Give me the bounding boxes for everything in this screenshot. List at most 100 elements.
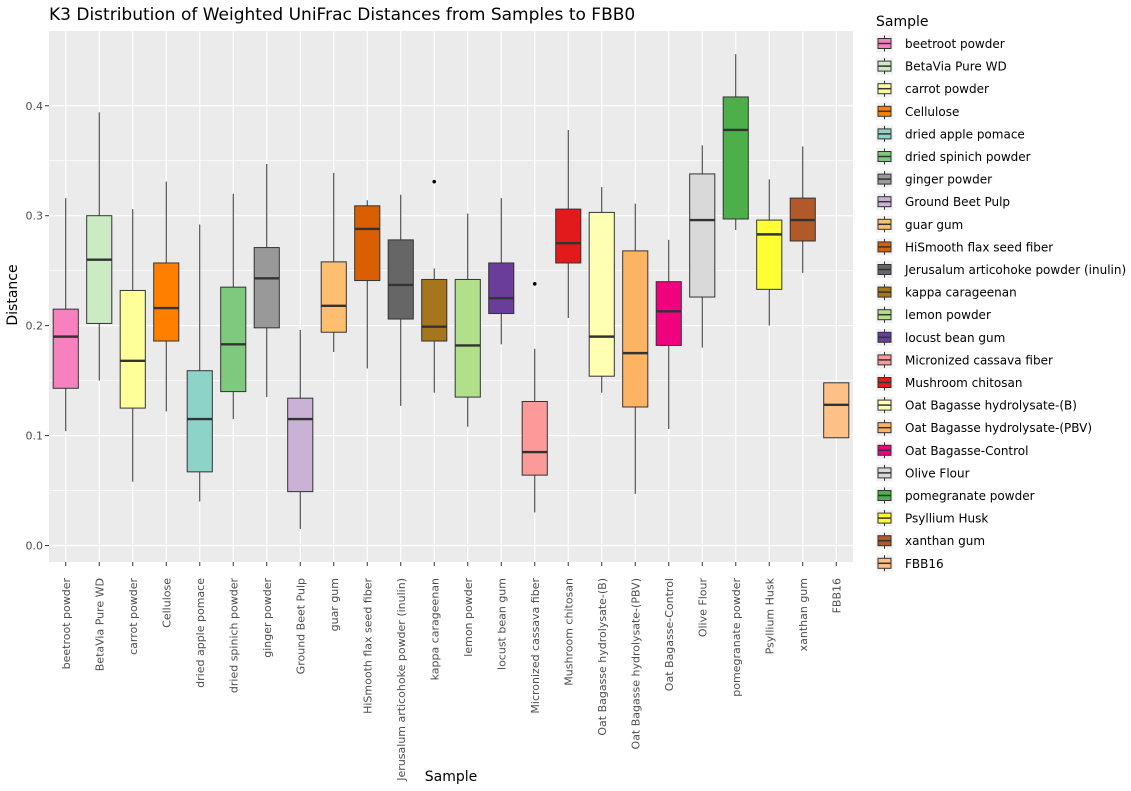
x-tick-label: HiSmooth flax seed fiber	[361, 578, 374, 714]
box-11	[421, 179, 448, 393]
box-body	[387, 239, 414, 320]
legend-label: kappa carageenan	[905, 286, 1017, 300]
x-tick-label: Oat Bagasse hydrolysate-(PBV)	[629, 578, 642, 749]
box-body	[220, 286, 247, 393]
box-body	[421, 278, 448, 342]
legend-label: dried apple pomace	[905, 127, 1025, 141]
box-7	[287, 330, 314, 530]
x-tick-label: Oat Bagasse-Control	[663, 578, 676, 691]
legend-item: dried apple pomace	[876, 125, 1025, 143]
x-tick-label: FBB16	[830, 578, 843, 613]
x-tick-label: locust bean gum	[495, 578, 508, 670]
legend-item: lemon powder	[876, 306, 991, 324]
box-body	[186, 370, 213, 473]
x-tick-label: BetaVia Pure WD	[93, 578, 106, 671]
legend-label: BetaVia Pure WD	[905, 60, 1007, 74]
legend-item: Mushroom chitosan	[876, 374, 1022, 391]
legend: beetroot powder BetaVia Pure WD carrot pow…	[876, 35, 1126, 572]
legend-item: beetroot powder	[876, 35, 1005, 52]
box-8	[320, 172, 347, 353]
outlier-point	[532, 282, 537, 286]
legend-label: Ground Beet Pulp	[905, 195, 1010, 209]
box-body	[756, 219, 783, 290]
legend-label: HiSmooth flax seed fiber	[905, 240, 1053, 254]
y-tick-label: 0.4	[26, 100, 44, 113]
box-body	[354, 205, 381, 282]
x-tick-label: Ground Beet Pulp	[294, 578, 307, 674]
legend-item: FBB16	[876, 554, 944, 572]
box-23	[823, 382, 850, 439]
box-body	[555, 208, 582, 264]
legend-item: pomegranate powder	[876, 487, 1035, 504]
chart-title: K3 Distribution of Weighted UniFrac Dist…	[49, 5, 635, 25]
legend-item: Oat Bagasse hydrolysate-(B)	[876, 396, 1077, 414]
box-20	[722, 54, 749, 230]
x-tick-label: Cellulose	[160, 578, 173, 628]
legend-item: Psyllium Husk	[876, 509, 988, 527]
box-body	[521, 400, 548, 476]
legend-label: Jerusalum articohoke powder (inulin)	[904, 263, 1126, 277]
legend-item: locust bean gum	[876, 328, 1005, 346]
legend-item: dried spinich powder	[876, 148, 1031, 165]
box-18	[655, 239, 682, 429]
legend-item: Olive Flour	[876, 464, 970, 482]
x-tick-label: guar gum	[328, 578, 341, 631]
legend-label: Oat Bagasse hydrolysate-(PBV)	[905, 421, 1092, 435]
box-body	[119, 289, 146, 409]
x-tick-label: carrot powder	[127, 578, 140, 655]
x-tick-label: Mushroom chitosan	[562, 578, 575, 686]
x-axis-label: Sample	[425, 769, 478, 785]
legend-label: ginger powder	[905, 173, 992, 187]
legend-item: Oat Bagasse-Control	[876, 441, 1028, 459]
box-body	[655, 281, 682, 346]
legend-label: Psyllium Husk	[905, 512, 988, 526]
y-tick-label: 0.0	[26, 540, 44, 553]
x-tick-label: xanthan gum	[797, 578, 810, 651]
legend-label: Oat Bagasse hydrolysate-(B)	[905, 399, 1077, 413]
legend-label: Olive Flour	[905, 466, 970, 480]
x-tick-label: pomegranate powder	[730, 578, 743, 697]
box-body	[689, 173, 716, 298]
legend-label: xanthan gum	[905, 534, 985, 548]
box-body	[588, 211, 615, 377]
x-tick-label: dried spinich powder	[227, 578, 240, 694]
legend-item: Micronized cassava fiber	[876, 351, 1053, 369]
box-body	[622, 250, 649, 408]
y-axis: 0.0 0.1 0.2 0.3 0.4	[26, 100, 49, 553]
box-21	[756, 179, 783, 326]
box-body	[454, 278, 481, 398]
x-axis: beetroot powder BetaVia Pure WD carrot pow…	[60, 562, 843, 782]
x-tick-label: Olive Flour	[696, 578, 709, 638]
box-body	[153, 262, 180, 342]
x-tick-label: Micronized cassava fiber	[529, 578, 542, 714]
outlier-point	[432, 179, 437, 184]
box-10	[387, 194, 414, 406]
box-body	[823, 382, 850, 439]
box-16	[588, 187, 615, 393]
box-0	[52, 198, 79, 432]
legend-label: Oat Bagasse-Control	[905, 444, 1028, 458]
y-tick-label: 0.2	[26, 320, 44, 333]
box-3	[153, 181, 180, 412]
legend-label: Micronized cassava fiber	[905, 353, 1053, 367]
legend-item: HiSmooth flax seed fiber	[876, 238, 1053, 256]
legend-item: Ground Beet Pulp	[876, 193, 1010, 211]
y-tick-label: 0.1	[26, 430, 44, 443]
box-13	[488, 198, 515, 345]
legend-label: carrot powder	[905, 82, 989, 96]
boxes	[52, 54, 850, 530]
box-6	[253, 164, 280, 398]
x-tick-label: Jerusalum articohoke powder (inulin)	[395, 578, 408, 782]
legend-item: Oat Bagasse hydrolysate-(PBV)	[876, 419, 1092, 437]
legend-item: Jerusalum articohoke powder (inulin)	[876, 261, 1126, 278]
legend-label: guar gum	[905, 218, 963, 232]
box-5	[220, 193, 247, 420]
legend-item: BetaVia Pure WD	[876, 57, 1007, 75]
legend-title: Sample	[876, 14, 929, 30]
y-axis-label: Distance	[5, 264, 21, 325]
box-body	[52, 308, 79, 389]
box-1	[86, 112, 113, 381]
legend-label: lemon powder	[905, 308, 991, 322]
legend-item: xanthan gum	[876, 532, 985, 550]
